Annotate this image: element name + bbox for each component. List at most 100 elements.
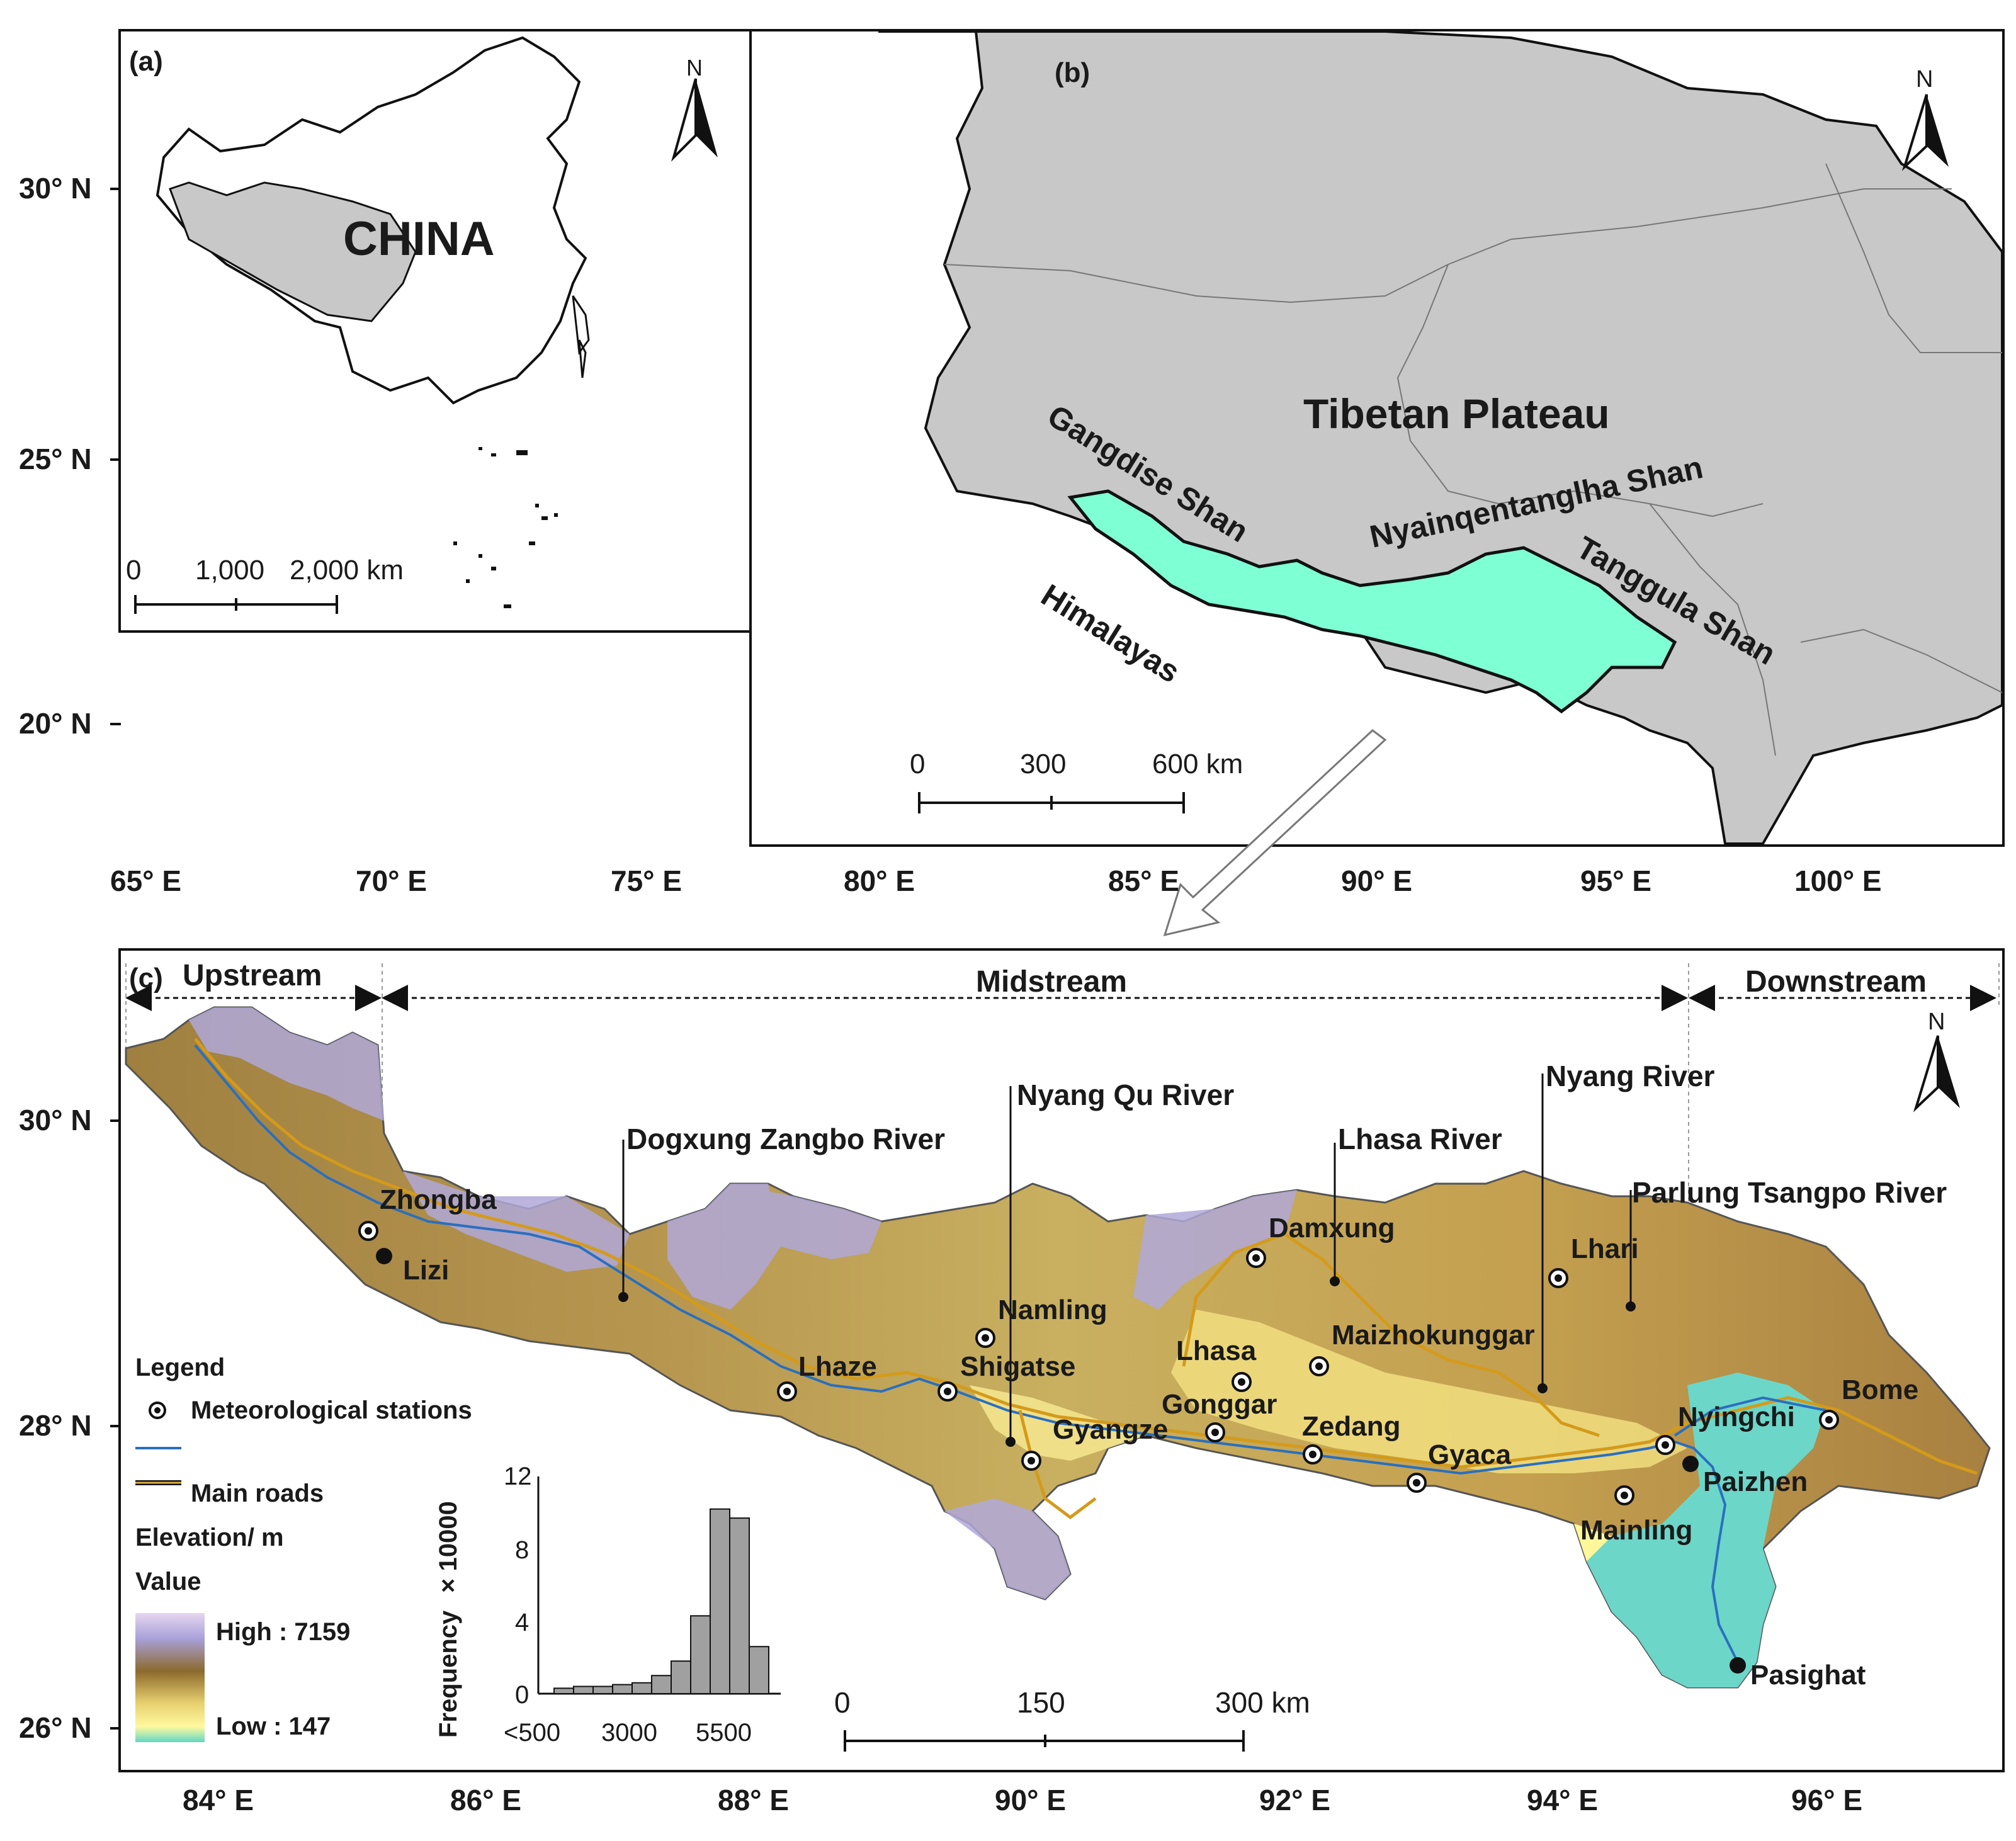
scale-c-1: 150 bbox=[1017, 1686, 1065, 1719]
station-gyaca: Gyaca bbox=[1407, 1439, 1512, 1493]
station-label-namling: Namling bbox=[998, 1294, 1107, 1325]
top-lat-30: 30° N bbox=[19, 172, 92, 205]
bottom-lat-30: 30° N bbox=[19, 1104, 92, 1136]
hist-bar bbox=[553, 1687, 574, 1694]
station-label-zhongba: Zhongba bbox=[380, 1184, 497, 1215]
zone-upstream: Upstream bbox=[183, 959, 322, 992]
hist-ylabel: Frequency bbox=[434, 1610, 462, 1738]
legend-value: Value bbox=[135, 1568, 201, 1595]
scalebar-c: 0 150 300 km bbox=[834, 1686, 1310, 1752]
hist-ytick-12: 12 bbox=[504, 1463, 532, 1490]
panel-b: (b) Tibetan Plateau Gangdise Shan Nyainq… bbox=[749, 29, 2005, 847]
north-arrow-a: N bbox=[671, 55, 718, 162]
station-label-mainling: Mainling bbox=[1580, 1515, 1692, 1546]
top-lon-100: 100° E bbox=[1794, 864, 1882, 897]
bottom-lon-94: 94° E bbox=[1527, 1784, 1598, 1816]
panel-a-tag: (a) bbox=[129, 46, 163, 77]
station-lhasa: Lhasa bbox=[1176, 1335, 1257, 1392]
station-zedang: Zedang bbox=[1302, 1411, 1400, 1464]
bottom-axis-lat: 30° N 28° N 26° N bbox=[19, 1104, 121, 1744]
station-label-shigatse: Shigatse bbox=[960, 1351, 1075, 1382]
station-gonggar: Gonggar bbox=[1162, 1389, 1277, 1442]
river-lhasa: Lhasa River bbox=[1338, 1123, 1502, 1155]
north-arrow-c: N bbox=[1913, 1009, 1960, 1113]
scale-b-0: 0 bbox=[910, 749, 925, 779]
bottom-lon-86: 86° E bbox=[450, 1784, 521, 1816]
scale-c-0: 0 bbox=[834, 1686, 851, 1719]
station-shigatse: Shigatse bbox=[937, 1351, 1075, 1402]
arrow-b-to-c bbox=[1163, 729, 1387, 937]
town-label-paizhen: Paizhen bbox=[1703, 1466, 1808, 1497]
station-label-nyingchi: Nyingchi bbox=[1678, 1402, 1795, 1432]
hist-xtick-500: <500 bbox=[504, 1719, 560, 1747]
legend-title: Legend bbox=[135, 1354, 225, 1381]
station-lhari: Lhari bbox=[1548, 1233, 1639, 1288]
legend: Legend Meteorological stations Main road… bbox=[135, 1354, 472, 1742]
river-nyang-qu: Nyang Qu River bbox=[1017, 1079, 1234, 1111]
legend-stations: Meteorological stations bbox=[191, 1396, 472, 1424]
hist-xtick-5500: 5500 bbox=[696, 1719, 752, 1747]
top-lon-85: 85° E bbox=[1108, 864, 1179, 897]
bottom-lon-92: 92° E bbox=[1259, 1784, 1330, 1816]
station-damxung: Damxung bbox=[1246, 1213, 1395, 1268]
town-lizi: Lizi bbox=[376, 1248, 449, 1286]
station-mainling: Mainling bbox=[1580, 1485, 1692, 1546]
bottom-lon-96: 96° E bbox=[1791, 1784, 1862, 1816]
panel-c: Upstream Midstream Downstream bbox=[118, 948, 2005, 1772]
station-label-lhasa: Lhasa bbox=[1176, 1335, 1257, 1366]
town-paizhen: Paizhen bbox=[1682, 1456, 1808, 1497]
hist-xtick-3000: 3000 bbox=[601, 1719, 657, 1747]
stations: Zhongba Lhaze Shigatse Namling Gyangze L… bbox=[358, 1184, 1918, 1546]
legend-elevation: Elevation/ m bbox=[135, 1524, 284, 1551]
scalebar-b: 0 300 600 km bbox=[910, 749, 1243, 813]
towns: Lizi Paizhen Pasighat bbox=[376, 1248, 1866, 1691]
bottom-axis-lon: 84° E 86° E 88° E 90° E 92° E 94° E 96° … bbox=[183, 1784, 1862, 1816]
top-lon-75: 75° E bbox=[611, 864, 682, 897]
top-lat-25: 25° N bbox=[19, 443, 92, 475]
north-label-a: N bbox=[686, 55, 703, 81]
zone-midstream: Midstream bbox=[976, 965, 1127, 999]
hist-bar bbox=[612, 1684, 633, 1694]
station-label-gonggar: Gonggar bbox=[1162, 1389, 1277, 1420]
station-label-zedang: Zedang bbox=[1302, 1411, 1400, 1442]
hist-bar bbox=[690, 1615, 711, 1694]
hist-bar bbox=[631, 1682, 652, 1694]
station-maizhokunggar: Maizhokunggar bbox=[1309, 1320, 1535, 1376]
station-bome: Bome bbox=[1819, 1374, 1918, 1430]
hist-bar bbox=[729, 1517, 750, 1694]
elevation-histogram: Frequency × 10000 12 8 4 0 <500 3000 550… bbox=[434, 1463, 781, 1747]
province-borders bbox=[944, 163, 2003, 756]
top-axis-lon: 65° E 70° E 75° E 80° E 85° E 90° E 95° … bbox=[110, 864, 1882, 897]
river-dogxung: Dogxung Zangbo River bbox=[626, 1123, 945, 1155]
zone-downstream: Downstream bbox=[1745, 965, 1927, 999]
river-parlung: Parlung Tsangpo River bbox=[1632, 1176, 1947, 1209]
bottom-lon-90: 90° E bbox=[995, 1784, 1066, 1816]
hist-bar bbox=[671, 1660, 691, 1694]
scale-a-0: 0 bbox=[126, 555, 141, 586]
top-axis-lat: 30° N 25° N 20° N bbox=[19, 172, 121, 740]
hist-bar bbox=[592, 1685, 613, 1694]
north-arrow-b: N bbox=[1901, 66, 1949, 171]
hist-bar bbox=[573, 1685, 594, 1694]
main-road-3 bbox=[1018, 1410, 1097, 1520]
scale-a-1: 1,000 bbox=[195, 555, 264, 586]
station-lhaze: Lhaze bbox=[777, 1351, 877, 1402]
top-lat-20: 20° N bbox=[19, 707, 92, 740]
hist-ytick-8: 8 bbox=[515, 1536, 529, 1564]
panel-c-tag: (c) bbox=[129, 963, 163, 994]
panel-b-tag: (b) bbox=[1055, 57, 1090, 88]
tibetan-plateau-label: Tibetan Plateau bbox=[1303, 390, 1610, 437]
station-label-lhaze: Lhaze bbox=[798, 1351, 877, 1382]
station-nyingchi: Nyingchi bbox=[1655, 1402, 1795, 1455]
hist-bar bbox=[749, 1646, 769, 1694]
scale-c-2: 300 km bbox=[1215, 1686, 1310, 1719]
bottom-lon-88: 88° E bbox=[718, 1784, 789, 1816]
top-lon-95: 95° E bbox=[1580, 864, 1651, 897]
hist-ytick-4: 4 bbox=[515, 1609, 529, 1636]
callout-dots bbox=[618, 1276, 1636, 1447]
tibetan-plateau-shape bbox=[878, 30, 2003, 845]
town-label-lizi: Lizi bbox=[403, 1255, 449, 1286]
scale-b-2: 600 km bbox=[1152, 749, 1243, 779]
legend-low: Low : 147 bbox=[216, 1713, 331, 1740]
